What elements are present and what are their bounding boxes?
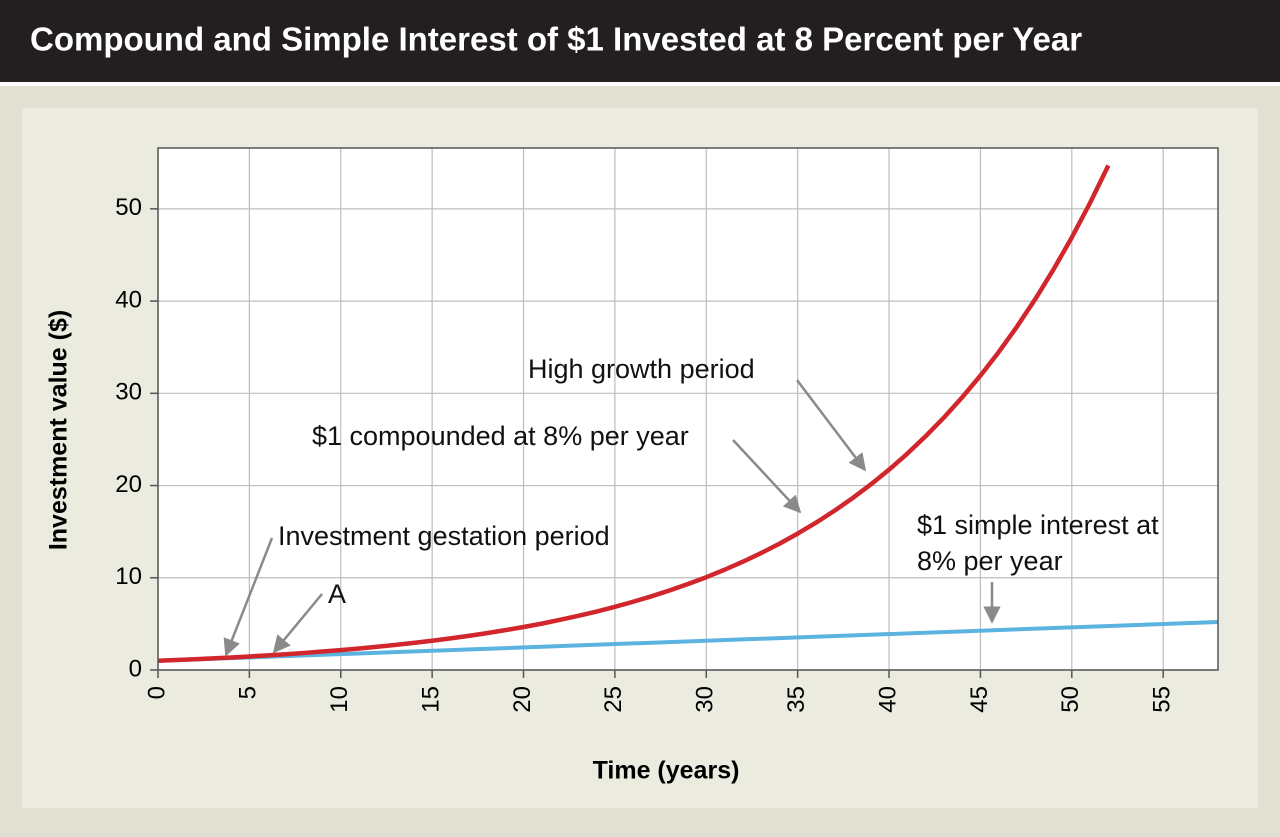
annotation-arrow xyxy=(796,379,867,472)
annotation: 8% per year xyxy=(917,546,1063,576)
annotation-arrow xyxy=(732,439,802,514)
plot-area xyxy=(158,148,1218,670)
annotation: High growth period xyxy=(528,354,755,384)
y-tick-label: 40 xyxy=(115,286,142,313)
x-axis-label: Time (years) xyxy=(593,757,740,785)
chart-title: Compound and Simple Interest of $1 Inves… xyxy=(30,21,1082,58)
header-bar xyxy=(0,0,1280,82)
annotation-arrow xyxy=(272,593,323,654)
annotation: $1 compounded at 8% per year xyxy=(312,421,689,451)
labels: 0 5 10 15 20 25 30 35 40 45 50 55 0 10 20 30 40 50 High gr… xyxy=(115,194,1175,712)
annotation: A xyxy=(328,579,346,609)
y-tick-label: 10 xyxy=(115,563,142,590)
x-tick-label: 35 xyxy=(783,686,810,713)
annotation: $1 simple interest at xyxy=(917,510,1159,540)
annotation-arrow xyxy=(223,537,274,657)
x-tick-label: 10 xyxy=(326,686,353,713)
y-tick-label: 0 xyxy=(129,655,142,682)
series-line xyxy=(158,164,1111,664)
x-tick-label: 5 xyxy=(235,686,262,699)
y-axis-label: Investment value ($) xyxy=(45,310,73,550)
x-tick-label: 40 xyxy=(874,686,901,713)
x-tick-label: 0 xyxy=(143,686,170,699)
x-tick-label: 30 xyxy=(692,686,719,713)
plot-frame xyxy=(157,147,1219,671)
lines xyxy=(158,164,1218,664)
annotation: Investment gestation period xyxy=(278,521,610,551)
y-tick-label: 20 xyxy=(115,471,142,498)
x-tick-label: 20 xyxy=(509,686,536,713)
x-tick-label: 50 xyxy=(1057,686,1084,713)
x-tick-label: 25 xyxy=(600,686,627,713)
y-tick-label: 50 xyxy=(115,194,142,221)
x-tick-label: 15 xyxy=(417,686,444,713)
x-tick-label: 55 xyxy=(1149,686,1176,713)
x-tick-label: 45 xyxy=(966,686,993,713)
y-tick-label: 30 xyxy=(115,379,142,406)
series-line xyxy=(158,620,1218,663)
header-rule xyxy=(0,82,1280,86)
